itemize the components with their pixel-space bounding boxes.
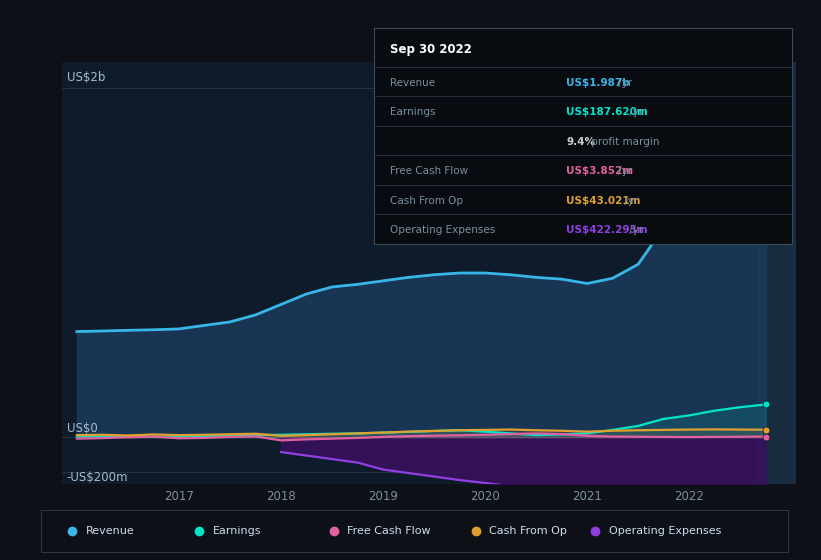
- Text: US$422.293m: US$422.293m: [566, 225, 648, 235]
- Text: /yr: /yr: [615, 166, 632, 176]
- Text: US$187.620m: US$187.620m: [566, 108, 648, 118]
- Text: Cash From Op: Cash From Op: [390, 196, 463, 206]
- Text: US$1.987b: US$1.987b: [566, 78, 630, 88]
- Text: Free Cash Flow: Free Cash Flow: [390, 166, 469, 176]
- Text: /yr: /yr: [621, 196, 638, 206]
- Text: -US$200m: -US$200m: [67, 472, 128, 484]
- Text: /yr: /yr: [626, 225, 644, 235]
- Text: Sep 30 2022: Sep 30 2022: [390, 43, 472, 56]
- Text: Revenue: Revenue: [390, 78, 435, 88]
- Text: Operating Expenses: Operating Expenses: [390, 225, 496, 235]
- Text: US$43.021m: US$43.021m: [566, 196, 640, 206]
- Text: Free Cash Flow: Free Cash Flow: [347, 526, 431, 535]
- Text: US$3.852m: US$3.852m: [566, 166, 633, 176]
- Text: /yr: /yr: [615, 78, 632, 88]
- Text: Earnings: Earnings: [390, 108, 436, 118]
- Bar: [758, 62, 801, 484]
- Text: Earnings: Earnings: [213, 526, 261, 535]
- Text: profit margin: profit margin: [588, 137, 659, 147]
- Text: Cash From Op: Cash From Op: [489, 526, 567, 535]
- Text: 9.4%: 9.4%: [566, 137, 595, 147]
- Text: US$2b: US$2b: [67, 71, 105, 85]
- Text: Operating Expenses: Operating Expenses: [609, 526, 721, 535]
- Text: /yr: /yr: [626, 108, 644, 118]
- Text: Revenue: Revenue: [86, 526, 135, 535]
- Text: US$0: US$0: [67, 422, 98, 436]
